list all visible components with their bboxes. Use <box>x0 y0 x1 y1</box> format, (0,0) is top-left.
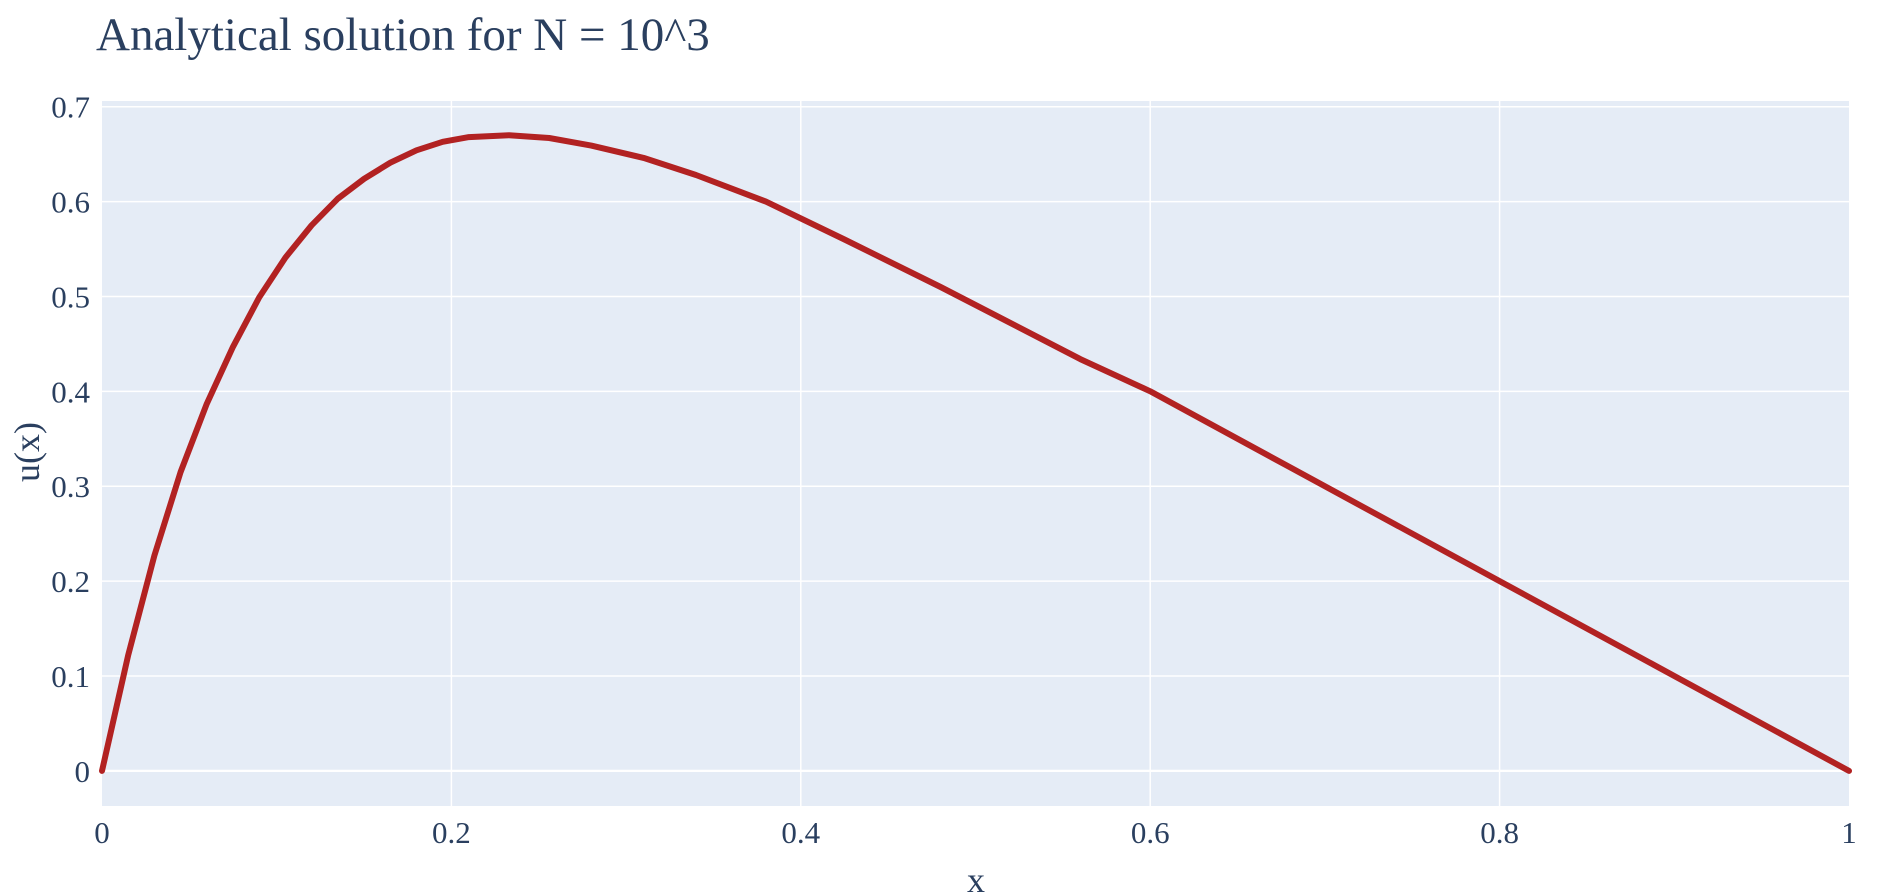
y-tick-label: 0.1 <box>51 659 90 694</box>
x-axis-tick-labels: 0 0.2 0.4 0.6 0.8 1 <box>94 815 1857 850</box>
plot-area-background <box>102 101 1849 806</box>
y-tick-label: 0.4 <box>51 374 90 409</box>
series-layer <box>99 132 1852 774</box>
x-tick-label: 0.2 <box>432 815 471 850</box>
y-tick-label: 0.2 <box>51 564 90 599</box>
y-tick-label: 0.6 <box>51 185 90 220</box>
x-tick-label: 0 <box>94 815 110 850</box>
x-tick-label: 0.6 <box>1131 815 1170 850</box>
x-tick-label: 1 <box>1841 815 1857 850</box>
gridlines <box>102 101 1849 806</box>
x-tick-label: 0.8 <box>1480 815 1519 850</box>
y-tick-label: 0 <box>75 754 91 789</box>
y-axis-title: u(x) <box>7 422 47 482</box>
y-tick-label: 0.3 <box>51 469 90 504</box>
x-tick-label: 0.4 <box>781 815 820 850</box>
chart-title: Analytical solution for N = 10^3 <box>96 9 710 61</box>
y-tick-label: 0.5 <box>51 279 90 314</box>
x-axis-title: x <box>967 860 985 896</box>
y-tick-label: 0.7 <box>51 90 90 125</box>
series-line <box>99 132 1852 774</box>
y-axis-tick-labels: 0 0.1 0.2 0.3 0.4 0.5 0.6 0.7 <box>51 90 90 789</box>
